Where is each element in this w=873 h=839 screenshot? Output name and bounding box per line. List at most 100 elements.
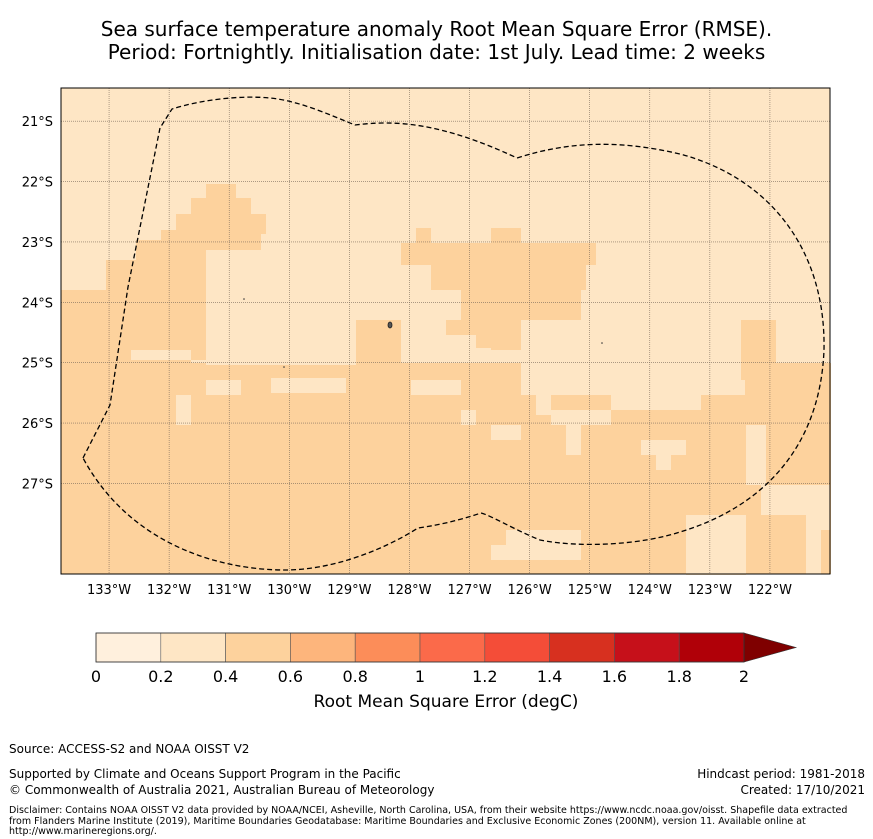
heatmap-cell bbox=[206, 184, 236, 204]
colorbar-tick-label: 0.8 bbox=[342, 667, 368, 686]
heatmap-cell bbox=[551, 410, 611, 425]
heatmap-cell bbox=[416, 228, 431, 248]
colorbar-tick-label: 1 bbox=[414, 667, 426, 686]
heatmap-cell bbox=[746, 320, 776, 350]
lat-tick-label: 26°S bbox=[22, 417, 53, 432]
colorbar-tick-label: 0 bbox=[90, 667, 102, 686]
heatmap-cell bbox=[566, 425, 581, 455]
heatmap-cell bbox=[206, 380, 241, 395]
heatmap-cell bbox=[536, 395, 551, 415]
colorbar-segment bbox=[290, 632, 356, 663]
colorbar-segment bbox=[484, 632, 550, 663]
colorbar-segment bbox=[95, 632, 162, 663]
lon-tick-label: 125°W bbox=[568, 583, 612, 598]
heatmap-cell bbox=[761, 485, 806, 515]
colorbar-segment bbox=[354, 632, 421, 663]
lon-tick-label: 131°W bbox=[207, 583, 251, 598]
island-mark bbox=[283, 366, 285, 368]
heatmap-cell bbox=[656, 455, 671, 470]
colorbar-segment bbox=[419, 632, 486, 663]
colorbar-segment bbox=[678, 632, 745, 663]
lat-tick-label: 21°S bbox=[22, 115, 53, 130]
lon-tick-label: 133°W bbox=[87, 583, 131, 598]
heatmap-cell bbox=[161, 230, 261, 250]
colorbar-tick-label: 1.4 bbox=[536, 667, 563, 686]
heatmap-cell bbox=[176, 214, 266, 234]
heatmap-cell bbox=[491, 425, 521, 440]
heatmap-cell bbox=[746, 425, 766, 485]
heatmap-cell bbox=[461, 410, 476, 425]
colorbar-tick-label: 1.6 bbox=[601, 667, 628, 686]
heatmap-cell bbox=[491, 545, 506, 560]
colorbar-segment bbox=[225, 632, 291, 663]
longitude-axis: 133°W 132°W 131°W 130°W 129°W 128°W 127°W 126°W… bbox=[87, 583, 792, 598]
lon-tick-label: 132°W bbox=[147, 583, 191, 598]
lon-tick-label: 129°W bbox=[327, 583, 371, 598]
hindcast-text: Hindcast period: 1981-2018 bbox=[697, 767, 865, 781]
source-text: Source: ACCESS-S2 and NOAA OISST V2 bbox=[9, 742, 250, 756]
heatmap-cell bbox=[131, 350, 191, 360]
heatmap-cell bbox=[401, 243, 596, 265]
lon-tick-label: 130°W bbox=[267, 583, 311, 598]
heatmap-cell bbox=[176, 395, 191, 425]
colorbar-frame bbox=[95, 632, 745, 663]
heatmap-cell bbox=[521, 320, 741, 395]
colorbar-tick-label: 1.8 bbox=[666, 667, 692, 686]
latitude-axis: 21°S 22°S 23°S 24°S 25°S 26°S 27°S bbox=[22, 115, 53, 492]
heatmap-cell bbox=[806, 530, 821, 574]
copyright-text: © Commonwealth of Australia 2021, Austra… bbox=[9, 783, 435, 797]
heatmap-cell bbox=[611, 395, 701, 410]
colorbar bbox=[95, 632, 798, 663]
lat-tick-label: 25°S bbox=[22, 357, 53, 372]
colorbar-title: Root Mean Square Error (degC) bbox=[313, 692, 579, 712]
colorbar-extend-arrow bbox=[743, 632, 798, 663]
colorbar-segment bbox=[614, 632, 680, 663]
lat-tick-label: 27°S bbox=[22, 477, 53, 492]
lon-tick-label: 122°W bbox=[748, 583, 792, 598]
disclaimer-text: Disclaimer: Contains NOAA OISST V2 data … bbox=[9, 805, 848, 837]
colorbar-segment bbox=[160, 632, 226, 663]
lon-tick-label: 123°W bbox=[688, 583, 732, 598]
heatmap-cell bbox=[491, 335, 521, 350]
heatmap-cell bbox=[491, 228, 521, 248]
map-frame bbox=[60, 87, 831, 575]
heatmap-cell bbox=[356, 320, 401, 365]
lat-tick-label: 24°S bbox=[22, 296, 53, 311]
title-line-1: Sea surface temperature anomaly Root Mea… bbox=[100, 17, 773, 41]
heatmap-cell bbox=[641, 440, 686, 455]
heatmap-cell bbox=[806, 485, 830, 530]
islands bbox=[243, 298, 603, 368]
colorbar-tick-label: 1.2 bbox=[472, 667, 498, 686]
lon-tick-label: 127°W bbox=[447, 583, 491, 598]
lon-tick-label: 126°W bbox=[508, 583, 552, 598]
heatmap-cell bbox=[341, 365, 401, 385]
heatmap-cell bbox=[61, 350, 191, 574]
colorbar-segment bbox=[549, 632, 615, 663]
supported-text: Supported by Climate and Oceans Support … bbox=[9, 767, 401, 781]
colorbar-tick-label: 2 bbox=[738, 667, 750, 686]
title-line-2: Period: Fortnightly. Initialisation date… bbox=[107, 40, 766, 64]
created-text: Created: 17/10/2021 bbox=[740, 783, 865, 797]
heatmap-cell bbox=[271, 378, 346, 393]
heatmap-cell bbox=[411, 380, 461, 395]
heatmap-cell bbox=[446, 320, 476, 335]
island-mark bbox=[601, 342, 603, 344]
eez-boundary bbox=[82, 96, 825, 571]
lat-tick-label: 22°S bbox=[22, 176, 53, 191]
colorbar-tick-label: 0.6 bbox=[277, 667, 304, 686]
heatmap-cell bbox=[506, 530, 581, 560]
lon-tick-label: 124°W bbox=[628, 583, 672, 598]
heatmap-cells bbox=[61, 88, 831, 575]
heatmap-cell bbox=[131, 260, 206, 360]
lon-tick-label: 128°W bbox=[387, 583, 431, 598]
colorbar-tick-label: 0.2 bbox=[148, 667, 174, 686]
heatmap-cell bbox=[461, 290, 581, 320]
island-mark bbox=[243, 298, 245, 300]
colorbar-tick-label: 0.4 bbox=[212, 667, 239, 686]
heatmap-cell bbox=[206, 290, 356, 365]
heatmap-cell bbox=[686, 515, 746, 575]
map-grid-lines bbox=[61, 88, 830, 574]
heatmap-cell bbox=[431, 265, 586, 290]
lat-tick-label: 23°S bbox=[22, 236, 53, 251]
